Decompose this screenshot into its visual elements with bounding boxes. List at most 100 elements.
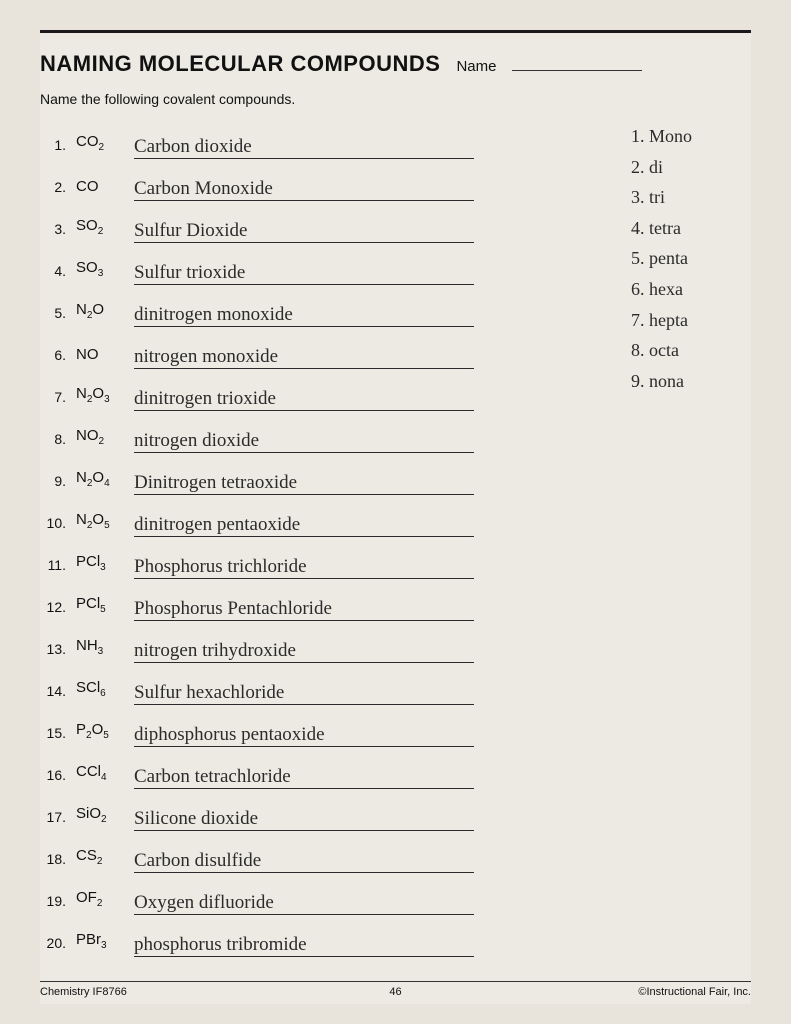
answer-line[interactable]: phosphorus tribromide (134, 935, 474, 957)
answer-line[interactable]: Carbon tetrachloride (134, 767, 474, 789)
answer-line[interactable]: Carbon disulfide (134, 851, 474, 873)
chemical-formula: SCl6 (76, 679, 124, 705)
answer-line[interactable]: Carbon Monoxide (134, 179, 474, 201)
chemical-formula: NO (76, 346, 124, 369)
chemical-formula: P2O5 (76, 721, 124, 747)
chemical-formula: SiO2 (76, 805, 124, 831)
problem-number: 11. (40, 557, 66, 579)
problem-number: 19. (40, 893, 66, 915)
answer-line[interactable]: Sulfur Dioxide (134, 221, 474, 243)
prefix-note: 6. hexa (631, 274, 751, 305)
problem-row: 1.CO2Carbon dioxide (40, 117, 611, 159)
page-title: NAMING MOLECULAR COMPOUNDS (40, 51, 440, 77)
problem-number: 5. (40, 305, 66, 327)
answer-line[interactable]: Oxygen difluoride (134, 893, 474, 915)
prefix-note: 8. octa (631, 335, 751, 366)
chemical-formula: SO2 (76, 217, 124, 243)
chemical-formula: N2O (76, 301, 124, 327)
answer-line[interactable]: Phosphorus trichloride (134, 557, 474, 579)
answer-line[interactable]: Silicone dioxide (134, 809, 474, 831)
chemical-formula: PCl5 (76, 595, 124, 621)
handwritten-answer: Carbon disulfide (134, 851, 474, 870)
answer-line[interactable]: Carbon dioxide (134, 137, 474, 159)
problem-row: 13. NH3 nitrogen trihydroxide (40, 621, 611, 663)
problem-number: 1. (40, 137, 66, 159)
chemical-formula: NO2 (76, 427, 124, 453)
problem-row: 3. SO2 Sulfur Dioxide (40, 201, 611, 243)
handwritten-answer: Sulfur hexachloride (134, 683, 474, 702)
answer-line[interactable]: dinitrogen pentaoxide (134, 515, 474, 537)
handwritten-answer: nitrogen monoxide (134, 347, 474, 366)
answer-line[interactable]: nitrogen monoxide (134, 347, 474, 369)
chemical-formula: CS2 (76, 847, 124, 873)
problem-row: 19. OF2 Oxygen difluoride (40, 873, 611, 915)
handwritten-answer: Phosphorus Pentachloride (134, 599, 474, 618)
problem-row: 6. NO nitrogen monoxide (40, 327, 611, 369)
problem-row: 11.PCl3Phosphorus trichloride (40, 537, 611, 579)
handwritten-answer: Carbon tetrachloride (134, 767, 474, 786)
top-rule (40, 30, 751, 33)
chemical-formula: NH3 (76, 637, 124, 663)
answer-line[interactable]: Sulfur trioxide (134, 263, 474, 285)
problem-row: 9. N2O4 Dinitrogen tetraoxide (40, 453, 611, 495)
footer: Chemistry IF8766 46 ©Instructional Fair,… (40, 981, 751, 998)
answer-line[interactable]: nitrogen trihydroxide (134, 641, 474, 663)
problem-row: 2. CO Carbon Monoxide (40, 159, 611, 201)
handwritten-answer: Oxygen difluoride (134, 893, 474, 912)
answer-line[interactable]: dinitrogen trioxide (134, 389, 474, 411)
problem-number: 4. (40, 263, 66, 285)
content-area: 1.CO2Carbon dioxide 2. CO Carbon Monoxide 3.… (40, 117, 751, 957)
handwritten-answer: nitrogen dioxide (134, 431, 474, 450)
handwritten-answer: dinitrogen pentaoxide (134, 515, 474, 534)
problem-row: 16.CCl4Carbon tetrachloride (40, 747, 611, 789)
handwritten-answer: Carbon dioxide (134, 137, 474, 156)
problem-row: 5. N2O dinitrogen monoxide (40, 285, 611, 327)
handwritten-answer: Sulfur Dioxide (134, 221, 474, 240)
chemical-formula: N2O5 (76, 511, 124, 537)
answer-line[interactable]: Dinitrogen tetraoxide (134, 473, 474, 495)
problem-number: 16. (40, 767, 66, 789)
problem-row: 4. SO3 Sulfur trioxide (40, 243, 611, 285)
problem-row: 14. SCl6 Sulfur hexachloride (40, 663, 611, 705)
problem-number: 6. (40, 347, 66, 369)
problem-number: 10. (40, 515, 66, 537)
handwritten-answer: Carbon Monoxide (134, 179, 474, 198)
prefix-note: 2. di (631, 152, 751, 183)
answer-line[interactable]: dinitrogen monoxide (134, 305, 474, 327)
handwritten-answer: Phosphorus trichloride (134, 557, 474, 576)
handwritten-answer: dinitrogen trioxide (134, 389, 474, 408)
prefix-note: 7. hepta (631, 305, 751, 336)
answer-line[interactable]: Phosphorus Pentachloride (134, 599, 474, 621)
problem-number: 15. (40, 725, 66, 747)
chemical-formula: OF2 (76, 889, 124, 915)
chemical-formula: N2O4 (76, 469, 124, 495)
prefix-note: 9. nona (631, 366, 751, 397)
footer-page-number: 46 (389, 986, 401, 998)
problem-row: 17.SiO2Silicone dioxide (40, 789, 611, 831)
problem-row: 18. CS2 Carbon disulfide (40, 831, 611, 873)
chemical-formula: CO (76, 178, 124, 201)
problem-row: 10. N2O5 dinitrogen pentaoxide (40, 495, 611, 537)
chemical-formula: N2O3 (76, 385, 124, 411)
problem-number: 3. (40, 221, 66, 243)
chemical-formula: PBr3 (76, 931, 124, 957)
handwritten-answer: Dinitrogen tetraoxide (134, 473, 474, 492)
answer-line[interactable]: nitrogen dioxide (134, 431, 474, 453)
answer-line[interactable]: diphosphorus pentaoxide (134, 725, 474, 747)
answer-line[interactable]: Sulfur hexachloride (134, 683, 474, 705)
handwritten-answer: Silicone dioxide (134, 809, 474, 828)
chemical-formula: SO3 (76, 259, 124, 285)
name-blank-line[interactable] (512, 57, 642, 71)
problem-number: 14. (40, 683, 66, 705)
problem-number: 9. (40, 473, 66, 495)
problem-row: 15. P2O5 diphosphorus pentaoxide (40, 705, 611, 747)
footer-left: Chemistry IF8766 (40, 986, 127, 998)
problem-number: 18. (40, 851, 66, 873)
prefix-note: 5. penta (631, 243, 751, 274)
problem-number: 2. (40, 179, 66, 201)
title-row: NAMING MOLECULAR COMPOUNDS Name (40, 51, 751, 77)
name-label: Name (456, 58, 496, 75)
prefix-note: 3. tri (631, 182, 751, 213)
instructions: Name the following covalent compounds. (40, 91, 751, 107)
problem-number: 13. (40, 641, 66, 663)
